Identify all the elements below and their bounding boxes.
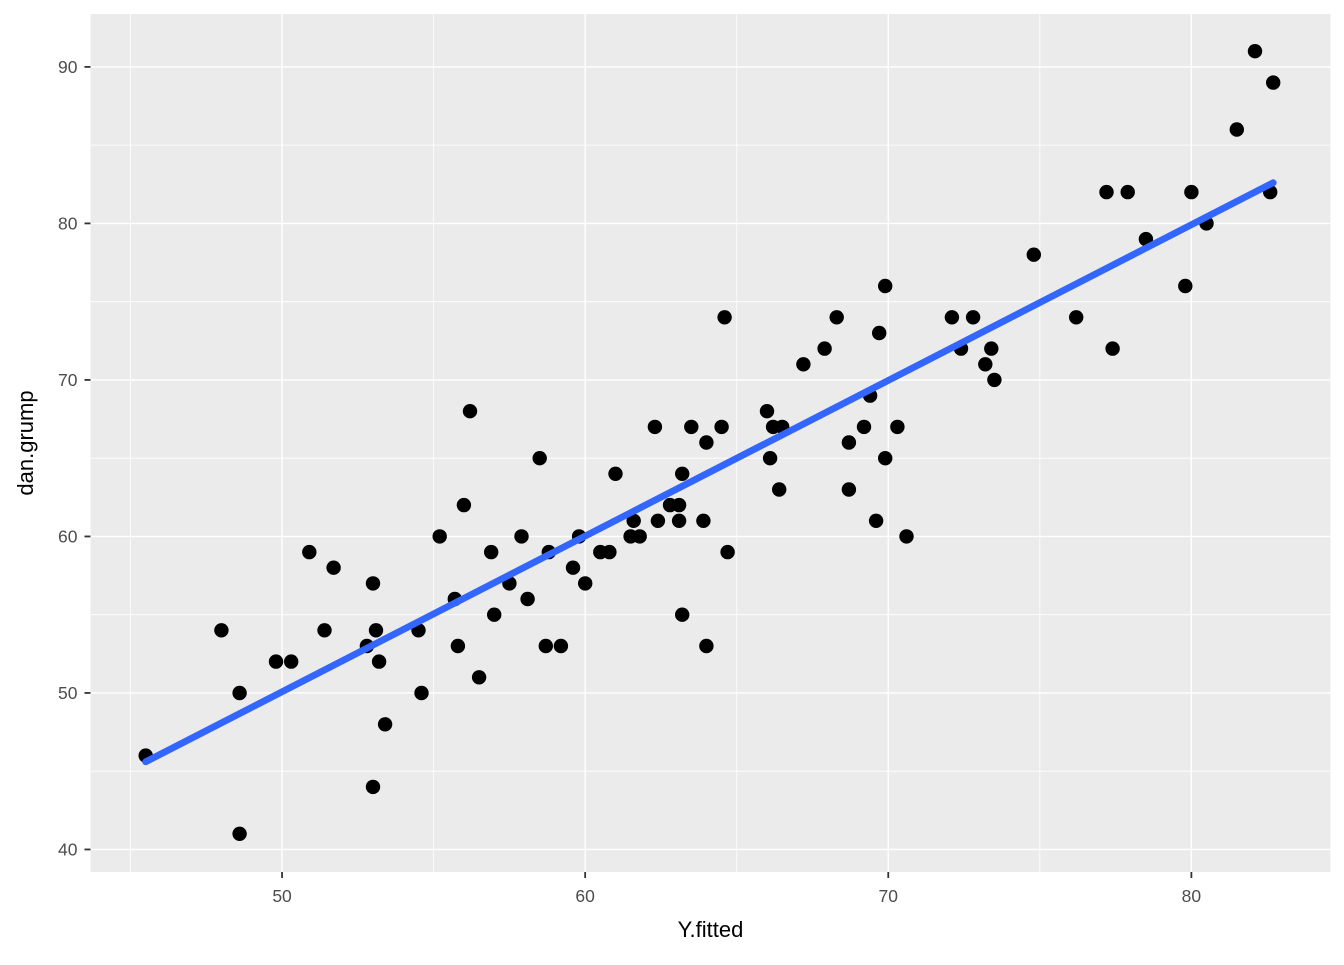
x-tick-label: 50 (272, 886, 292, 906)
y-tick-label: 50 (58, 683, 78, 703)
data-point (214, 623, 229, 638)
data-point (675, 466, 690, 481)
data-point (484, 544, 499, 560)
data-point (699, 638, 714, 654)
data-point (978, 357, 993, 372)
data-point (456, 497, 472, 513)
data-point (432, 529, 447, 544)
data-point (671, 497, 687, 513)
data-point (371, 654, 387, 669)
data-point (487, 607, 502, 622)
regression-line (142, 179, 1277, 766)
data-point (899, 529, 914, 544)
data-point (984, 341, 999, 356)
data-point (772, 482, 787, 497)
data-point (268, 654, 284, 669)
y-tick-label: 60 (58, 526, 78, 546)
data-point (414, 685, 429, 701)
data-point (232, 685, 247, 701)
data-point (632, 529, 647, 544)
data-point (696, 513, 711, 528)
data-point (944, 310, 960, 325)
y-tick-label: 90 (58, 57, 78, 77)
data-point (829, 310, 844, 325)
data-points-layer (138, 44, 1281, 841)
data-point (987, 372, 1002, 388)
data-point (872, 325, 887, 341)
data-point (284, 654, 299, 669)
data-point (608, 466, 623, 481)
data-point (1266, 75, 1281, 90)
data-point (553, 638, 569, 654)
data-point (326, 560, 341, 575)
data-point (647, 419, 663, 435)
data-point (1229, 122, 1245, 137)
y-axis-title: dan.grump (13, 390, 38, 495)
data-point (762, 451, 778, 466)
data-point (1099, 184, 1114, 200)
data-point (565, 560, 581, 575)
data-point (626, 513, 641, 528)
data-point (699, 435, 714, 450)
data-point (1184, 184, 1199, 200)
data-point (368, 623, 384, 638)
data-point (302, 544, 317, 560)
data-point (1120, 184, 1135, 200)
data-point (1178, 278, 1193, 294)
data-point (578, 576, 593, 591)
data-point (817, 341, 832, 356)
data-point (538, 638, 553, 654)
data-point (514, 529, 529, 544)
x-axis-title: Y.fitted (678, 917, 744, 942)
major-gridlines (90, 14, 1331, 872)
data-point (377, 717, 393, 732)
data-point (520, 591, 535, 607)
data-point (841, 435, 857, 450)
data-point (684, 419, 699, 435)
data-point (841, 482, 857, 497)
x-tick-label: 80 (1182, 886, 1202, 906)
data-point (365, 576, 381, 591)
x-tick-label: 70 (879, 886, 899, 906)
data-point (671, 513, 687, 528)
data-point (714, 419, 729, 435)
data-point (878, 278, 893, 294)
y-axis-ticks: 40 50 60 70 80 90 (58, 57, 91, 859)
data-point (796, 357, 811, 372)
data-point (602, 544, 617, 560)
data-point (232, 826, 247, 841)
data-point (1069, 310, 1084, 325)
y-tick-label: 70 (58, 370, 78, 390)
data-point (1026, 247, 1042, 262)
minor-gridlines (90, 14, 1331, 872)
data-point (1105, 341, 1120, 356)
data-point (365, 779, 381, 795)
data-point (720, 544, 735, 560)
data-point (878, 451, 893, 466)
data-point (532, 451, 547, 466)
x-axis-ticks: 50 60 70 80 (272, 872, 1201, 906)
x-tick-label: 60 (575, 886, 595, 906)
data-point (856, 419, 872, 435)
y-tick-label: 80 (58, 213, 78, 233)
data-point (650, 513, 666, 528)
data-point (868, 513, 884, 528)
data-point (471, 670, 487, 685)
data-point (1247, 44, 1263, 59)
y-tick-label: 40 (58, 839, 78, 859)
data-point (675, 607, 690, 622)
data-point (462, 404, 478, 419)
data-point (717, 310, 732, 325)
data-point (965, 310, 981, 325)
data-point (890, 419, 905, 435)
data-point (759, 404, 775, 419)
data-point (450, 638, 466, 654)
data-point (317, 623, 332, 638)
